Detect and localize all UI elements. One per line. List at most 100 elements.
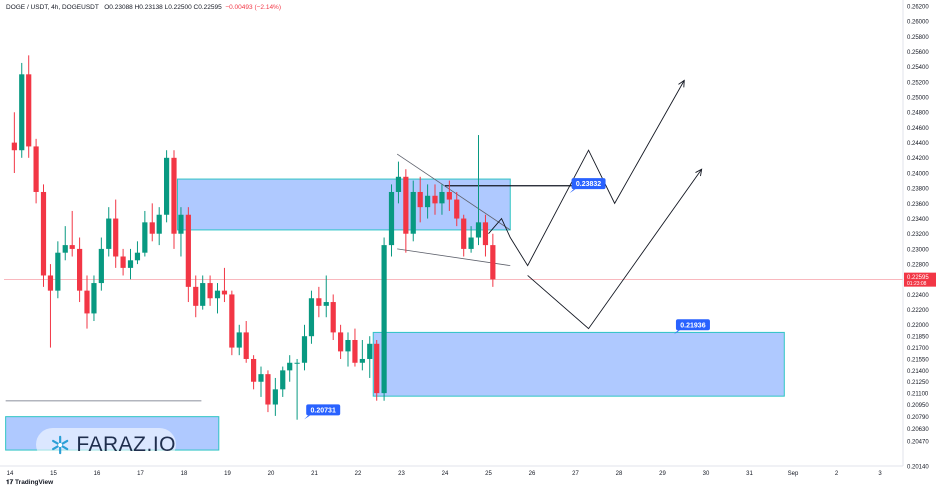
x-tick-label: 22	[355, 471, 362, 477]
annotation-layer: 0.23832 0.21936 0.20731	[304, 178, 710, 420]
candle-body	[200, 283, 206, 306]
price-label-text-1: 0.23832	[576, 181, 601, 188]
candle-body	[236, 332, 242, 348]
candle-body	[19, 74, 25, 151]
candle-body	[352, 339, 358, 363]
candle-body	[432, 195, 438, 204]
y-tick-label: 0.25600	[907, 50, 929, 56]
candle-body	[142, 222, 148, 253]
price-label-3	[306, 404, 341, 416]
wedge-upper-line	[396, 153, 511, 231]
price-label-1	[571, 178, 606, 190]
current-price-countdown: 01:23:08	[907, 281, 927, 287]
price-label-tail-3	[304, 415, 311, 420]
candle-body	[395, 176, 402, 192]
y-tick-label: 0.26200	[907, 4, 929, 10]
candle-body	[91, 283, 97, 314]
candle-body	[171, 157, 177, 234]
x-tick-label: 3	[878, 471, 882, 477]
candle-body	[490, 245, 496, 280]
y-tick-label: 0.25400	[907, 65, 929, 71]
x-tick-label: 19	[224, 471, 231, 477]
y-tick-label: 0.26000	[907, 20, 929, 26]
price-label-tail-2	[673, 330, 680, 335]
candle-body	[207, 283, 213, 299]
candle-body	[446, 191, 452, 200]
candle-body	[417, 191, 423, 208]
y-tick-label: 0.23600	[907, 202, 929, 208]
candle-body	[425, 195, 431, 208]
y-tick-label: 0.22400	[907, 293, 929, 299]
candle-body	[127, 260, 134, 268]
y-tick-label: 0.24800	[907, 111, 929, 117]
candle-body	[251, 358, 257, 382]
y-tick-label: 0.23400	[907, 217, 929, 223]
projection-path-2	[527, 168, 703, 330]
current-price-tag	[904, 272, 936, 287]
x-tick-label: 20	[268, 471, 275, 477]
y-tick-label: 0.21850	[907, 335, 929, 341]
tradingview-label: TradingView	[15, 479, 54, 486]
x-tick-label: 18	[181, 471, 188, 477]
candle-body	[62, 245, 68, 253]
y-tick-label: 0.21400	[907, 369, 929, 375]
y-tick-label: 0.20470	[907, 439, 929, 445]
candle-body	[77, 248, 83, 291]
price-label-2	[675, 319, 710, 331]
x-tick-label: 25	[485, 471, 492, 477]
projection-path-1	[488, 80, 685, 267]
candle-body	[178, 214, 184, 234]
candle-body	[98, 248, 104, 284]
chart-header: DOGE / USDT, 4h, DOGEUSDT O0.23088 H0.23…	[6, 4, 281, 11]
y-tick-label: 0.24600	[907, 126, 929, 132]
projection-arrowhead-2	[695, 168, 703, 177]
candle-body	[164, 157, 170, 215]
candle-body	[388, 191, 395, 246]
candle-body	[193, 286, 199, 306]
candle-body	[338, 332, 344, 352]
zone-1	[176, 178, 511, 231]
candle-body	[156, 214, 162, 234]
candle-body	[221, 290, 228, 295]
x-tick-label: 31	[746, 471, 753, 477]
y-tick-label: 0.20790	[907, 415, 929, 421]
candle-body	[461, 218, 467, 249]
candle-body	[381, 245, 387, 394]
x-tick-label: 2	[835, 471, 839, 477]
x-tick-label: 27	[572, 471, 579, 477]
change-readout: −0.00493 (−2.14%)	[225, 4, 281, 11]
price-label-tail-1	[569, 189, 576, 194]
axis-layer: 0.26200 0.26000 0.25800 0.25600 0.25400 0.252…	[0, 0, 936, 477]
candle-body	[330, 302, 336, 333]
x-tick-label: 15	[50, 471, 57, 477]
candle-body	[439, 191, 445, 204]
x-tick-label: 21	[311, 471, 318, 477]
x-tick-label: 24	[442, 471, 449, 477]
current-price-value: 0.22595	[907, 275, 929, 281]
x-tick-label: 14	[7, 471, 14, 477]
candle-body	[468, 237, 474, 249]
candle-body	[26, 74, 32, 147]
tradingview-logo-icon: 𝟏𝟕	[6, 479, 14, 486]
y-tick-label: 0.25200	[907, 80, 929, 86]
candle-body	[185, 214, 191, 287]
candle-body	[33, 146, 39, 192]
price-label-text-3: 0.20731	[311, 407, 336, 414]
candle-body	[69, 245, 75, 249]
candle-body	[301, 336, 308, 363]
candle-body	[308, 298, 315, 337]
candle-body	[454, 199, 460, 219]
candle-body	[120, 256, 126, 268]
drawing-layer	[4, 79, 903, 402]
y-tick-label: 0.21700	[907, 346, 929, 352]
candle-body	[272, 389, 278, 405]
candle-body	[214, 290, 221, 299]
x-tick-label: Sep	[788, 471, 799, 477]
zone-2	[372, 331, 785, 397]
candle-body	[359, 358, 365, 363]
y-tick-label: 0.21250	[907, 380, 929, 386]
candle-body	[316, 298, 322, 306]
candle-body	[280, 370, 286, 390]
candle-body	[47, 275, 54, 291]
